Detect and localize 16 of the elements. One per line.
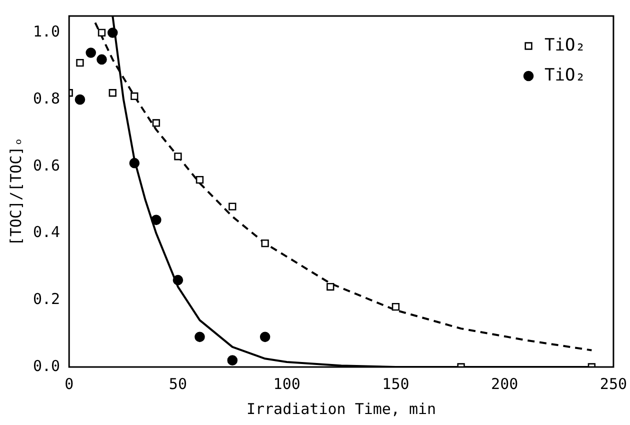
x-tick-label: 200	[491, 374, 518, 393]
x-axis-title: Irradiation Time, min	[246, 400, 436, 418]
x-tick-label: 50	[168, 374, 187, 393]
y-tick-label: 0.0	[33, 356, 60, 375]
y-axis-title: [TOC]/[TOC]ₒ	[6, 137, 25, 246]
y-tick-label: 1.0	[33, 22, 60, 41]
legend-label: TiO₂	[544, 65, 586, 86]
y-tick-label: 0.4	[33, 223, 60, 242]
y-tick-label: 0.6	[33, 156, 60, 174]
y-tick-label: 0.8	[33, 89, 60, 108]
x-tick-label: 0	[64, 374, 74, 393]
x-tick-label: 150	[382, 374, 410, 393]
x-tick-label: 250	[600, 374, 627, 393]
x-tick-label: 100	[273, 374, 300, 393]
y-tick-label: 0.2	[33, 290, 60, 308]
legend-label: TiO₂	[544, 35, 586, 56]
